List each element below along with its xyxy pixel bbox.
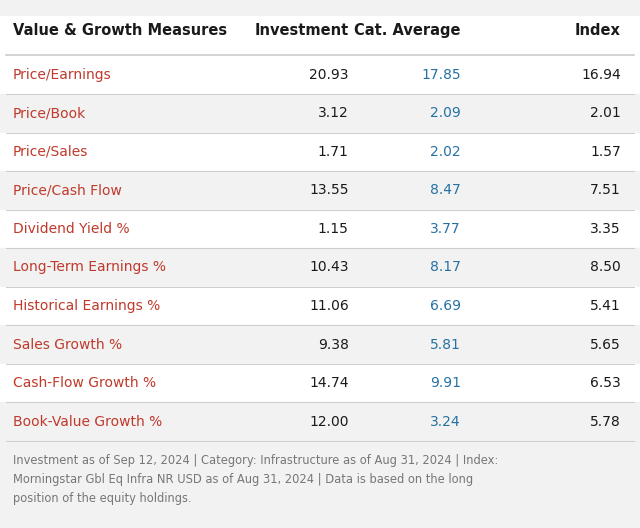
Text: Index: Index <box>575 23 621 37</box>
Text: Historical Earnings %: Historical Earnings % <box>13 299 160 313</box>
Text: Cat. Average: Cat. Average <box>355 23 461 37</box>
Text: Book-Value Growth %: Book-Value Growth % <box>13 414 162 429</box>
Text: 8.47: 8.47 <box>430 183 461 197</box>
Text: 10.43: 10.43 <box>309 260 349 275</box>
Text: Price/Earnings: Price/Earnings <box>13 68 111 82</box>
Text: 1.71: 1.71 <box>318 145 349 159</box>
Text: Dividend Yield %: Dividend Yield % <box>13 222 129 236</box>
Bar <box>0 133 640 171</box>
Text: Long-Term Earnings %: Long-Term Earnings % <box>13 260 166 275</box>
Text: 9.38: 9.38 <box>318 337 349 352</box>
Bar <box>0 210 640 248</box>
Text: 3.77: 3.77 <box>430 222 461 236</box>
Text: Cash-Flow Growth %: Cash-Flow Growth % <box>13 376 156 390</box>
Text: Investment: Investment <box>255 23 349 37</box>
Text: 12.00: 12.00 <box>309 414 349 429</box>
Text: Price/Book: Price/Book <box>13 106 86 120</box>
Text: 6.53: 6.53 <box>590 376 621 390</box>
Bar <box>0 171 640 210</box>
Text: 11.06: 11.06 <box>309 299 349 313</box>
Text: 3.35: 3.35 <box>590 222 621 236</box>
Text: 17.85: 17.85 <box>421 68 461 82</box>
Bar <box>0 287 640 325</box>
Text: 2.02: 2.02 <box>430 145 461 159</box>
Text: Investment as of Sep 12, 2024 | Category: Infrastructure as of Aug 31, 2024 | In: Investment as of Sep 12, 2024 | Category… <box>13 454 498 505</box>
Text: 2.09: 2.09 <box>430 106 461 120</box>
Text: 5.78: 5.78 <box>590 414 621 429</box>
Text: 3.12: 3.12 <box>318 106 349 120</box>
Text: 13.55: 13.55 <box>309 183 349 197</box>
Bar <box>0 402 640 441</box>
Text: 1.57: 1.57 <box>590 145 621 159</box>
Text: 16.94: 16.94 <box>581 68 621 82</box>
Text: Price/Sales: Price/Sales <box>13 145 88 159</box>
Bar <box>0 364 640 402</box>
Text: 9.91: 9.91 <box>430 376 461 390</box>
Bar <box>0 248 640 287</box>
Text: 8.50: 8.50 <box>590 260 621 275</box>
Text: Price/Cash Flow: Price/Cash Flow <box>13 183 122 197</box>
Bar <box>0 325 640 364</box>
Text: 5.41: 5.41 <box>590 299 621 313</box>
Bar <box>0 94 640 133</box>
Text: 8.17: 8.17 <box>430 260 461 275</box>
Text: 7.51: 7.51 <box>590 183 621 197</box>
Bar <box>0 16 640 55</box>
Text: 5.65: 5.65 <box>590 337 621 352</box>
Text: Value & Growth Measures: Value & Growth Measures <box>13 23 227 37</box>
Text: 2.01: 2.01 <box>590 106 621 120</box>
Text: 3.24: 3.24 <box>430 414 461 429</box>
Text: 20.93: 20.93 <box>309 68 349 82</box>
Text: 6.69: 6.69 <box>430 299 461 313</box>
Text: Sales Growth %: Sales Growth % <box>13 337 122 352</box>
Text: 14.74: 14.74 <box>309 376 349 390</box>
Text: 1.15: 1.15 <box>318 222 349 236</box>
Bar <box>0 55 640 94</box>
Text: 5.81: 5.81 <box>430 337 461 352</box>
